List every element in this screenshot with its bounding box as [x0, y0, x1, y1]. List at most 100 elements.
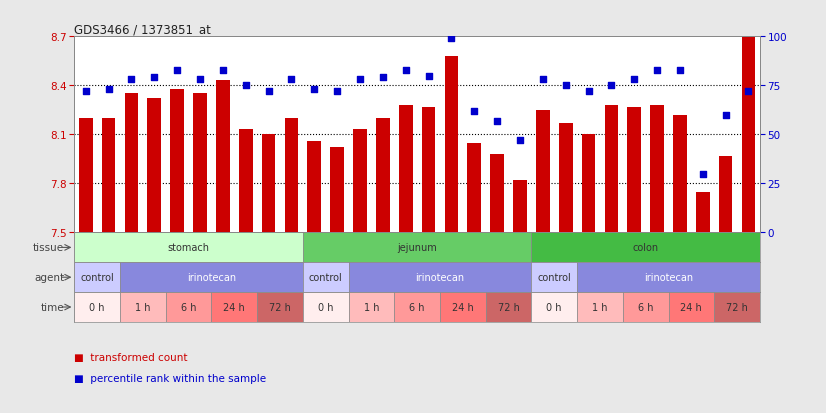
- Bar: [262, 135, 275, 233]
- Text: ■  transformed count: ■ transformed count: [74, 352, 188, 362]
- Point: [559, 83, 572, 90]
- Text: 0 h: 0 h: [318, 302, 334, 312]
- Bar: [285, 119, 298, 233]
- Point: [422, 73, 435, 80]
- Point: [125, 77, 138, 83]
- Text: 6 h: 6 h: [638, 302, 653, 312]
- Bar: [577, 292, 623, 322]
- Text: 24 h: 24 h: [224, 302, 245, 312]
- Bar: [303, 292, 349, 322]
- Bar: [349, 263, 531, 292]
- Text: colon: colon: [633, 243, 658, 253]
- Bar: [170, 89, 184, 233]
- Text: control: control: [309, 273, 343, 282]
- Bar: [354, 130, 367, 233]
- Bar: [486, 292, 531, 322]
- Bar: [74, 292, 120, 322]
- Bar: [531, 292, 577, 322]
- Bar: [211, 292, 257, 322]
- Point: [696, 171, 710, 178]
- Text: agent: agent: [34, 273, 64, 282]
- Text: 1 h: 1 h: [592, 302, 608, 312]
- Text: tissue: tissue: [33, 243, 64, 253]
- Text: control: control: [80, 273, 114, 282]
- Bar: [468, 143, 481, 233]
- Bar: [239, 130, 253, 233]
- Text: irinotecan: irinotecan: [415, 273, 464, 282]
- Bar: [650, 106, 664, 233]
- Bar: [166, 292, 211, 322]
- Point: [628, 77, 641, 83]
- Point: [307, 87, 320, 93]
- Text: 72 h: 72 h: [269, 302, 291, 312]
- Bar: [148, 99, 161, 233]
- Text: time: time: [40, 302, 64, 312]
- Bar: [623, 292, 668, 322]
- Bar: [582, 135, 596, 233]
- Point: [491, 118, 504, 125]
- Text: 24 h: 24 h: [681, 302, 702, 312]
- Point: [330, 89, 344, 95]
- Bar: [531, 263, 577, 292]
- Text: 72 h: 72 h: [497, 302, 520, 312]
- Point: [742, 89, 755, 95]
- Bar: [673, 116, 686, 233]
- Bar: [605, 106, 618, 233]
- Point: [171, 67, 184, 74]
- Bar: [307, 142, 321, 233]
- Point: [193, 77, 206, 83]
- Bar: [303, 263, 349, 292]
- Point: [79, 89, 93, 95]
- Bar: [216, 81, 230, 233]
- Point: [262, 89, 275, 95]
- Bar: [125, 94, 138, 233]
- Point: [354, 77, 367, 83]
- Text: jejunum: jejunum: [397, 243, 437, 253]
- Bar: [628, 107, 641, 233]
- Bar: [440, 292, 486, 322]
- Text: 6 h: 6 h: [410, 302, 425, 312]
- Bar: [719, 156, 733, 233]
- Point: [651, 67, 664, 74]
- Point: [719, 112, 733, 119]
- Text: GDS3466 / 1373851_at: GDS3466 / 1373851_at: [74, 23, 211, 36]
- Bar: [536, 111, 549, 233]
- Bar: [668, 292, 714, 322]
- Bar: [742, 1, 755, 233]
- Point: [102, 87, 116, 93]
- Point: [444, 36, 458, 43]
- Text: 72 h: 72 h: [726, 302, 748, 312]
- Point: [216, 67, 230, 74]
- Bar: [513, 181, 527, 233]
- Point: [240, 83, 253, 90]
- Point: [536, 77, 549, 83]
- Point: [582, 89, 595, 95]
- Point: [377, 75, 390, 82]
- Text: 24 h: 24 h: [452, 302, 473, 312]
- Bar: [531, 233, 760, 263]
- Point: [514, 138, 527, 144]
- Bar: [577, 263, 760, 292]
- Point: [399, 67, 412, 74]
- Bar: [303, 233, 531, 263]
- Bar: [257, 292, 303, 322]
- Point: [673, 67, 686, 74]
- Point: [468, 108, 481, 115]
- Bar: [394, 292, 440, 322]
- Bar: [696, 192, 710, 233]
- Point: [285, 77, 298, 83]
- Bar: [376, 119, 390, 233]
- Point: [148, 75, 161, 82]
- Text: control: control: [538, 273, 571, 282]
- Bar: [491, 154, 504, 233]
- Bar: [102, 119, 116, 233]
- Bar: [330, 148, 344, 233]
- Bar: [120, 292, 166, 322]
- Text: irinotecan: irinotecan: [187, 273, 236, 282]
- Bar: [349, 292, 394, 322]
- Text: 1 h: 1 h: [135, 302, 150, 312]
- Bar: [714, 292, 760, 322]
- Text: 0 h: 0 h: [547, 302, 562, 312]
- Bar: [399, 106, 412, 233]
- Bar: [444, 57, 458, 233]
